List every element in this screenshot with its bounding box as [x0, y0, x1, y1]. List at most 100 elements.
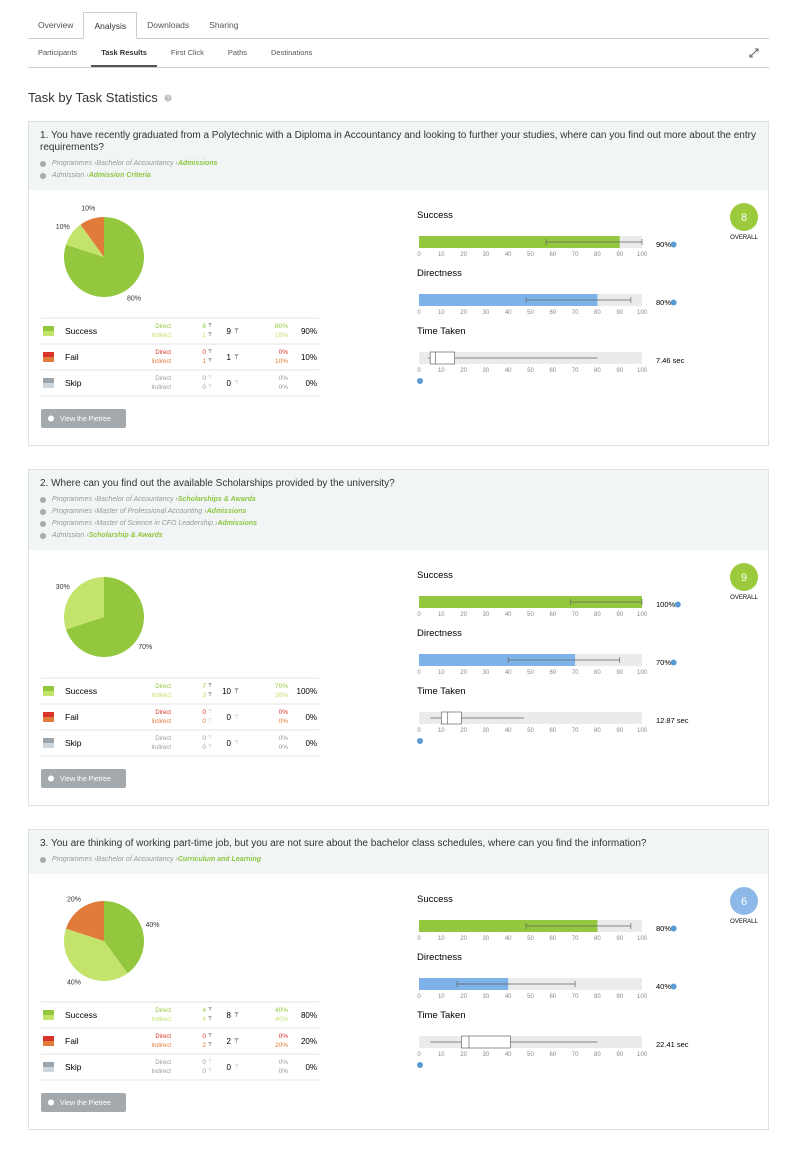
pie-slice	[64, 928, 128, 981]
direct-label: Direct	[155, 350, 171, 356]
axis-tick-label: 40	[505, 670, 512, 676]
indirect-pct: 0%	[279, 384, 289, 391]
path-segment: Admission Criteria	[88, 172, 151, 179]
whisker	[456, 981, 576, 987]
axis-tick-label: 30	[483, 1052, 490, 1058]
axis-tick-label: 50	[527, 310, 534, 316]
axis-tick-label: 30	[483, 368, 490, 374]
axis-tick-label: 90	[616, 612, 623, 618]
task-card: 3. You are thinking of working part-time…	[28, 829, 769, 1130]
direct-label: Direct	[155, 1034, 171, 1040]
axis-tick-label: 100	[637, 368, 648, 374]
total-pct: 90%	[301, 327, 317, 336]
axis-tick-label: 30	[483, 670, 490, 676]
pietree-icon	[48, 415, 54, 422]
axis-tick-label: 100	[637, 1052, 648, 1058]
axis-tick-label: 80	[594, 936, 601, 942]
info-icon[interactable]	[670, 659, 677, 666]
subtab[interactable]: Participants	[38, 48, 78, 57]
direct-label: Direct	[155, 710, 171, 716]
axis-tick-label: 50	[527, 994, 534, 1000]
axis-tick-label: 80	[594, 368, 601, 374]
path-segment: Master of Professional Accounting	[96, 506, 206, 518]
pietree-button-label[interactable]: View the Pietree	[60, 776, 111, 783]
axis-tick-label: 50	[527, 252, 534, 258]
total-count: 9	[227, 327, 232, 336]
axis-tick-label: 50	[527, 1052, 534, 1058]
axis-tick-label: 30	[483, 252, 490, 258]
pietree-button[interactable]	[41, 769, 126, 788]
filter-icon	[234, 714, 239, 719]
tab[interactable]: Sharing	[209, 20, 239, 30]
pie-label: 10%	[56, 224, 70, 231]
path-segment: Admission	[52, 530, 89, 542]
row-name: Success	[65, 326, 97, 336]
subtab[interactable]: Destinations	[271, 48, 313, 57]
row-name: Success	[65, 1010, 97, 1020]
path-segment: Bachelor of Accountancy	[96, 854, 177, 866]
correct-path: ProgrammesBachelor of AccountancyAdmissi…	[40, 158, 757, 170]
indirect-count: 0	[202, 1068, 206, 1075]
filter-icon	[234, 1012, 239, 1017]
axis-tick-label: 70	[572, 310, 579, 316]
correct-path: AdmissionScholarship & Awards	[40, 530, 757, 542]
help-icon[interactable]: ?	[164, 94, 172, 102]
subtab[interactable]: First Click	[170, 48, 204, 57]
info-icon[interactable]	[670, 983, 677, 990]
expand-icon[interactable]	[749, 48, 759, 58]
axis-tick-label: 90	[616, 728, 623, 734]
direct-label: Direct	[155, 736, 171, 742]
info-icon[interactable]	[417, 378, 423, 384]
info-icon[interactable]	[417, 738, 423, 744]
metric-value: 22.41 sec	[656, 1040, 689, 1049]
axis-tick-label: 80	[594, 310, 601, 316]
axis-tick-label: 60	[549, 994, 556, 1000]
pietree-button[interactable]	[41, 1093, 126, 1112]
pietree-button-label[interactable]: View the Pietree	[60, 416, 111, 423]
axis-tick-label: 60	[549, 310, 556, 316]
axis-tick-label: 60	[549, 612, 556, 618]
overall-label: OVERALL	[730, 235, 758, 241]
axis-tick-label: 100	[637, 994, 648, 1000]
indirect-count: 0	[202, 384, 206, 391]
box	[429, 351, 456, 365]
task-question: 2. Where can you find out the available …	[40, 478, 395, 489]
bar	[419, 920, 598, 932]
indirect-count: 1	[202, 358, 206, 365]
tab[interactable]: Analysis	[83, 12, 138, 39]
indirect-count: 1	[202, 332, 206, 339]
direct-pct: 0%	[279, 709, 289, 716]
bar	[419, 294, 598, 306]
info-icon[interactable]	[670, 925, 677, 932]
axis-tick-label: 20	[460, 1052, 467, 1058]
subtab[interactable]: Paths	[227, 48, 248, 57]
info-icon[interactable]	[670, 299, 677, 306]
row-name: Fail	[65, 352, 79, 362]
task-card: 2. Where can you find out the available …	[28, 469, 769, 806]
tab[interactable]: Downloads	[147, 20, 190, 30]
axis-tick-label: 60	[549, 936, 556, 942]
total-pct: 0%	[305, 1063, 317, 1072]
metric-title: Directness	[417, 268, 462, 279]
info-icon[interactable]	[674, 601, 681, 608]
score-circle	[730, 563, 758, 591]
pie-label: 30%	[56, 584, 70, 591]
axis-tick-label: 40	[505, 994, 512, 1000]
info-icon[interactable]	[417, 1062, 423, 1068]
pietree-button[interactable]	[41, 409, 126, 428]
indirect-label: Indirect	[151, 1043, 171, 1049]
pietree-button-label[interactable]: View the Pietree	[60, 1100, 111, 1107]
pie-label: 80%	[127, 295, 141, 302]
metric-title: Directness	[417, 952, 462, 963]
indirect-count: 3	[202, 692, 206, 699]
direct-label: Direct	[155, 1060, 171, 1066]
subtab[interactable]: Task Results	[91, 39, 157, 67]
indirect-label: Indirect	[151, 359, 171, 365]
axis-tick-label: 90	[616, 994, 623, 1000]
swatch-bottom	[43, 383, 54, 388]
bar	[419, 596, 642, 608]
info-icon[interactable]	[670, 241, 677, 248]
swatch-top	[43, 352, 54, 357]
tab[interactable]: Overview	[38, 20, 74, 30]
